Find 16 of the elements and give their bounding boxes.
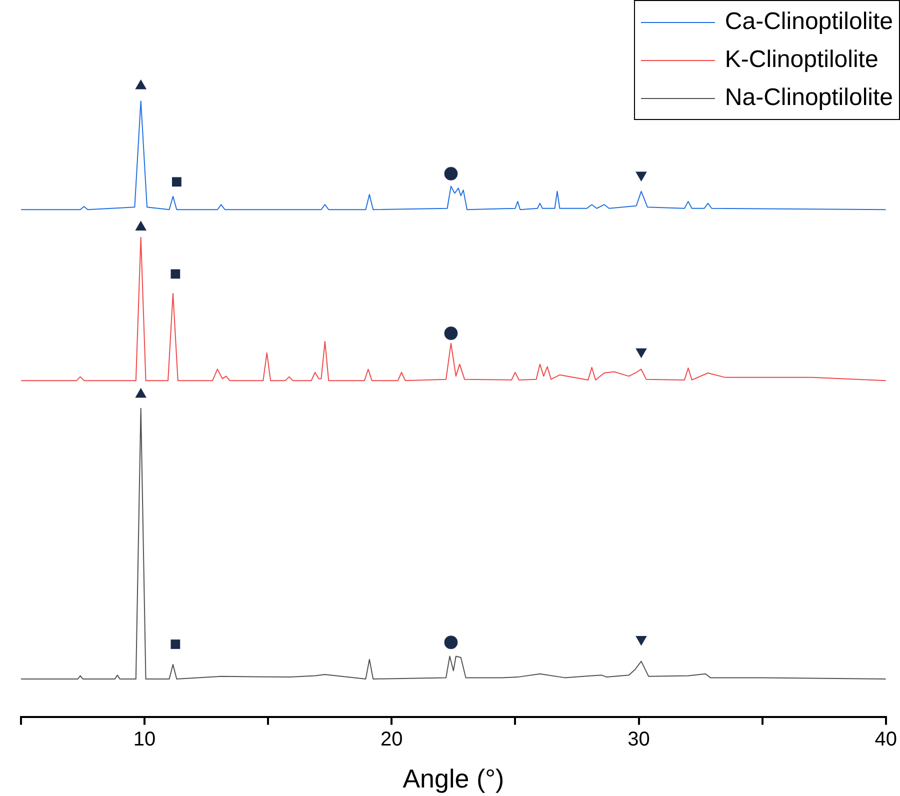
point bbox=[170, 639, 181, 650]
x-tick-label: 40 bbox=[874, 728, 897, 750]
point bbox=[444, 166, 458, 181]
point bbox=[634, 635, 648, 646]
point bbox=[170, 268, 181, 280]
x-tick-label: 30 bbox=[628, 728, 650, 750]
x-tick-label: 10 bbox=[133, 728, 156, 750]
legend-label: Na-Clinoptilolite bbox=[724, 84, 893, 112]
point bbox=[171, 176, 182, 188]
point bbox=[444, 635, 458, 650]
x-axis-title: Angle (°) bbox=[402, 764, 504, 794]
x-tick-label: 20 bbox=[380, 728, 403, 750]
legend-label: Ca-Clinoptilolite bbox=[724, 8, 893, 36]
legend-label: K-Clinoptilolite bbox=[724, 46, 878, 74]
point bbox=[634, 348, 648, 359]
point bbox=[444, 326, 458, 341]
